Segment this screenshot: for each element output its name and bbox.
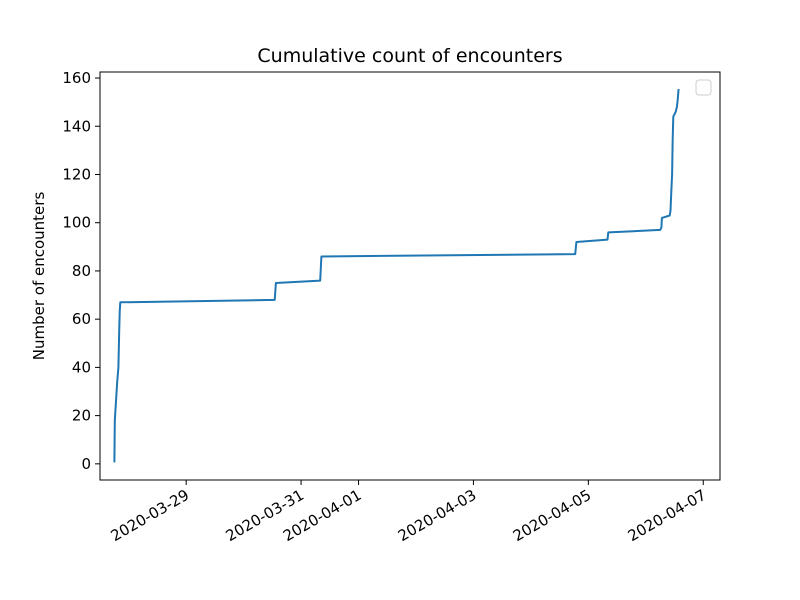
y-axis-label: Number of encounters bbox=[30, 192, 48, 361]
series-line bbox=[113, 89, 680, 463]
y-tick-label: 160 bbox=[62, 69, 91, 87]
y-tick-label: 120 bbox=[62, 165, 91, 183]
y-tick-label: 100 bbox=[62, 214, 91, 232]
y-tick-label: 80 bbox=[72, 262, 91, 280]
chart-title: Cumulative count of encounters bbox=[257, 45, 562, 67]
legend-box bbox=[695, 79, 712, 96]
y-tick-label: 40 bbox=[72, 358, 91, 376]
y-tick-label: 0 bbox=[81, 455, 91, 473]
plot-frame bbox=[99, 71, 721, 481]
legend bbox=[695, 79, 712, 96]
y-tick-label: 60 bbox=[72, 310, 91, 328]
y-tick-label: 20 bbox=[72, 407, 91, 425]
y-tick-label: 140 bbox=[62, 117, 91, 135]
